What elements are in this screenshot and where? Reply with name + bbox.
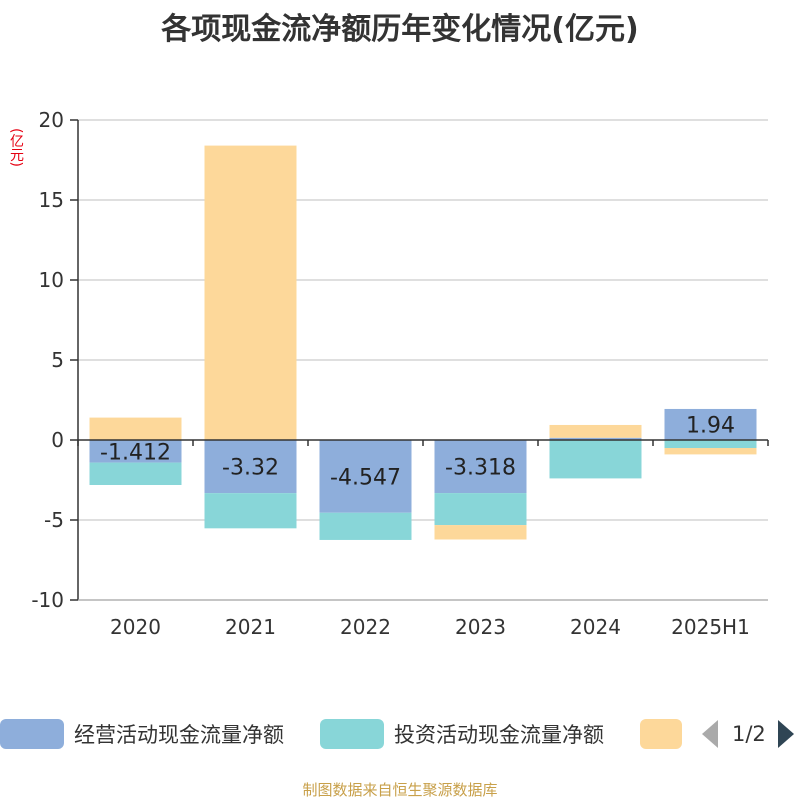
bar-series2-2021 (204, 493, 297, 529)
x-tick-label: 2020 (110, 615, 161, 639)
legend-label-operating: 经营活动现金流量净额 (74, 723, 284, 747)
bar-series2-2023 (434, 493, 527, 526)
bar-series2-2024 (549, 440, 642, 479)
bars (89, 145, 757, 540)
legend-item-investing[interactable]: 投资活动现金流量净额 (320, 716, 604, 752)
y-axis-unit: (亿元) (8, 127, 24, 167)
bar-series2-2025H1 (664, 440, 757, 448)
legend-swatch-investing (320, 719, 384, 749)
bar-series3-2021 (204, 145, 297, 440)
bar-series2-2020 (89, 462, 182, 485)
data-label-2021: -3.32 (222, 456, 279, 481)
data-label-2023: -3.318 (445, 456, 516, 481)
legend-page-indicator: 1/2 (732, 722, 766, 746)
data-labels: -1.412 -3.32 -4.547 -3.318 1.94 (100, 413, 735, 490)
bar-series3-2023 (434, 525, 527, 540)
bar-series3-2025H1 (664, 448, 757, 455)
x-tick-label: 2021 (225, 615, 276, 639)
x-tick-label: 2024 (570, 615, 621, 639)
legend-label-investing: 投资活动现金流量净额 (394, 723, 604, 747)
y-tick-label: 10 (39, 268, 64, 292)
legend-next-page-icon[interactable] (777, 720, 794, 748)
bar-series1-2022 (319, 440, 412, 513)
bar-series1-2023 (434, 440, 527, 494)
y-tick-label: -5 (44, 508, 64, 532)
legend-prev-page-icon[interactable] (702, 720, 718, 748)
bar-series1-2021 (204, 440, 297, 494)
bar-series3-2020 (89, 417, 182, 440)
bar-series2-2022 (319, 512, 412, 540)
legend-pager: 1/2 (702, 716, 794, 752)
x-tick-label: 2023 (455, 615, 506, 639)
y-tick-label: 20 (39, 108, 64, 132)
y-tick-label: -10 (31, 588, 64, 612)
bar-series1-2025H1 (664, 408, 757, 440)
x-tick-label: 2025H1 (671, 615, 750, 639)
data-source-footer: 制图数据来自恒生聚源数据库 (302, 781, 498, 799)
legend-swatch-third (640, 719, 682, 749)
bar-series1-2020 (89, 440, 182, 463)
bar-series3-2024 (549, 424, 642, 438)
bar-series1-2024 (549, 437, 642, 440)
data-label-2022: -4.547 (330, 465, 401, 490)
legend-item-third[interactable] (640, 716, 692, 752)
grid-lines (78, 119, 768, 601)
data-label-2020: -1.412 (100, 440, 171, 465)
y-tick-label: 0 (51, 428, 64, 452)
legend-item-operating[interactable]: 经营活动现金流量净额 (0, 716, 284, 752)
chart-title: 各项现金流净额历年变化情况(亿元) (161, 12, 639, 47)
data-label-2025H1: 1.94 (686, 413, 735, 438)
legend: 经营活动现金流量净额 投资活动现金流量净额 1/2 (0, 716, 800, 752)
y-tick-label: 15 (39, 188, 64, 212)
x-tick-label: 2022 (340, 615, 391, 639)
y-tick-label: 5 (51, 348, 64, 372)
legend-swatch-operating (0, 719, 64, 749)
